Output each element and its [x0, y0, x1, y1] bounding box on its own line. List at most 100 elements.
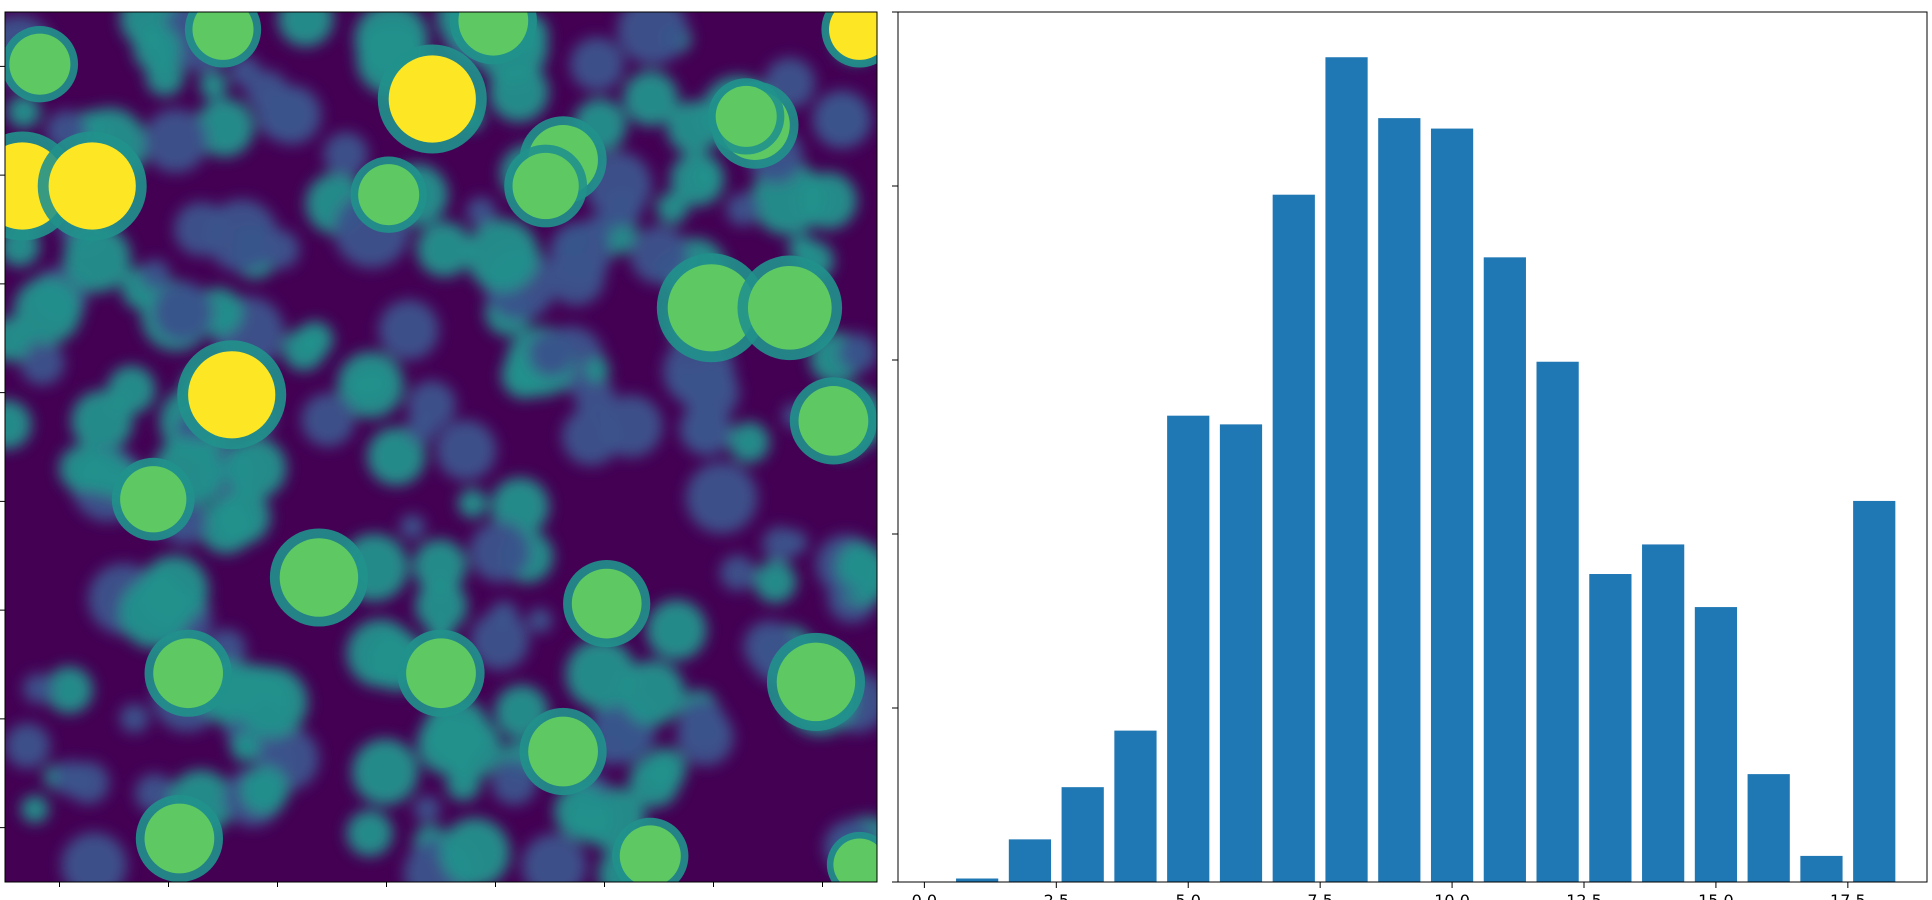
- image-cell: [754, 560, 797, 604]
- image-cell: [140, 259, 171, 290]
- image-cell: [107, 365, 156, 414]
- image-cell: [143, 108, 208, 173]
- bar: [1167, 415, 1210, 882]
- image-cell: [656, 192, 689, 225]
- image-cell: [466, 197, 497, 227]
- image-cell: [836, 542, 877, 591]
- image-cell: [521, 833, 587, 882]
- x-tick-label: 10.0: [1434, 891, 1470, 900]
- image-blob: [48, 142, 136, 230]
- image-cell: [574, 376, 616, 418]
- image-blob: [120, 466, 187, 533]
- bar: [1272, 194, 1315, 882]
- image-cell: [152, 282, 214, 343]
- image-cell: [63, 224, 132, 293]
- image-cell: [351, 738, 419, 806]
- bar: [1008, 839, 1052, 882]
- image-blob: [829, 12, 877, 60]
- image-cell: [600, 394, 663, 458]
- image-cell: [195, 98, 254, 157]
- image-cell: [470, 611, 530, 671]
- image-cell: [617, 12, 688, 66]
- image-cell: [145, 58, 185, 97]
- image-cell: [301, 393, 355, 447]
- image-cell: [412, 539, 467, 593]
- image-blob: [512, 152, 579, 220]
- image-cell: [527, 607, 553, 634]
- image-blob: [619, 825, 681, 882]
- x-tick-label: 5.0: [1176, 891, 1201, 900]
- image-cell: [282, 328, 326, 372]
- bar: [1061, 787, 1104, 882]
- image-cell: [19, 340, 65, 386]
- image-cell: [685, 410, 730, 456]
- image-blob: [667, 264, 755, 352]
- bar: [1114, 730, 1157, 882]
- image-cell: [554, 783, 610, 840]
- image-cell: [13, 276, 82, 345]
- image-cell: [61, 832, 127, 882]
- image-blob: [188, 351, 276, 439]
- image-cell: [230, 732, 261, 763]
- image-cell: [726, 192, 760, 227]
- image-cell: [205, 199, 279, 273]
- image-blob: [279, 538, 359, 617]
- image-cell: [5, 723, 51, 769]
- bar: [1325, 57, 1368, 883]
- image-cell: [728, 421, 770, 463]
- image-cell: [838, 333, 877, 373]
- image-cell: [416, 221, 473, 278]
- bars: [956, 57, 1896, 883]
- x-tick-label: 17.5: [1830, 891, 1866, 900]
- image-blob: [528, 716, 598, 787]
- image-blob: [192, 12, 254, 60]
- image-cell: [260, 229, 300, 270]
- image-cell: [628, 756, 680, 808]
- bar-chart: 0.0 2.5 5.0 7.5 10.0 12.5 15.0 17.5: [892, 11, 1928, 900]
- image-cell: [366, 427, 426, 486]
- image-blobs: [5, 12, 877, 882]
- image-ticks: [0, 65, 823, 887]
- image-blob: [406, 638, 476, 709]
- image-cell: [435, 420, 497, 481]
- image-cell: [620, 660, 686, 726]
- bar: [1642, 544, 1685, 882]
- bar: [1430, 128, 1474, 882]
- x-ticks: 0.0 2.5 5.0 7.5 10.0 12.5 15.0 17.5: [912, 882, 1866, 900]
- image-cell: [446, 766, 481, 802]
- image-cell: [277, 12, 334, 47]
- image-frame: [4, 11, 878, 883]
- image-blob: [571, 568, 642, 639]
- image-cell: [812, 90, 871, 149]
- image-cell: [565, 639, 636, 710]
- image-cell: [623, 70, 679, 127]
- bar: [1219, 424, 1263, 882]
- image-blob: [833, 838, 877, 882]
- image-cell: [457, 488, 488, 519]
- image-panel: [0, 11, 878, 887]
- image-cell: [584, 214, 613, 243]
- image-cell: [140, 555, 209, 624]
- image-cell: [407, 380, 456, 430]
- image-cell: [465, 218, 540, 292]
- bar: [1536, 361, 1579, 882]
- image-cell: [469, 521, 531, 583]
- image-blob: [715, 85, 777, 147]
- image-blob: [153, 638, 223, 709]
- image-cell: [52, 760, 89, 797]
- image-blob: [9, 33, 71, 95]
- bar: [956, 878, 999, 882]
- image-cell: [413, 795, 441, 823]
- image-cell: [416, 713, 479, 775]
- x-tick-label: 0.0: [912, 891, 937, 900]
- image-cell: [262, 85, 322, 145]
- x-tick-label: 2.5: [1044, 891, 1069, 900]
- bar: [1800, 855, 1843, 882]
- image-cell: [762, 526, 798, 562]
- bar: [1694, 607, 1738, 882]
- image-cell: [20, 795, 49, 824]
- axes-frame: [897, 11, 1928, 883]
- image-blob: [776, 642, 856, 722]
- image-cell: [5, 399, 32, 450]
